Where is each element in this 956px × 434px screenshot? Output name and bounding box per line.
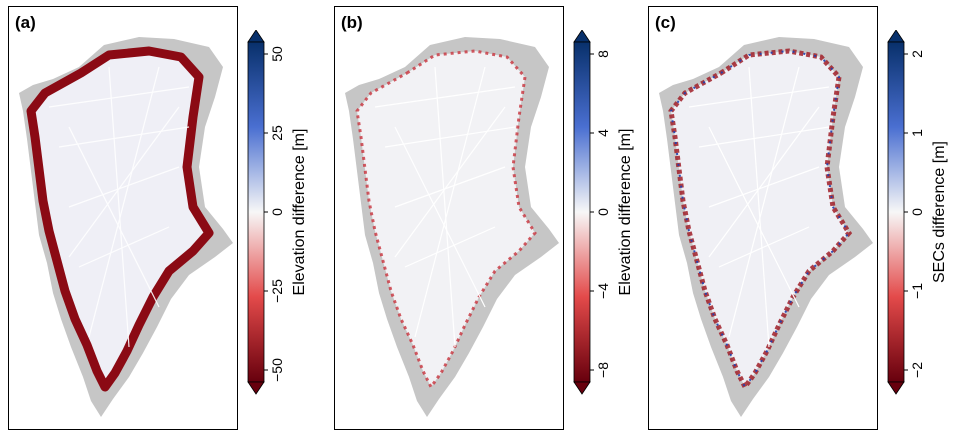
colorbar-title: SECs difference [m] [931, 141, 948, 283]
colorbar-tick-label: −1 [909, 283, 925, 299]
margin-mixed-c [668, 48, 853, 392]
colorbar-svg-b: 8 4 0 −4 −8 Elevation difference [m] [573, 29, 634, 395]
greenland-map-b [345, 37, 559, 417]
map-panel-b: (b) [334, 6, 564, 430]
colorbar-min-arrow [573, 381, 591, 395]
colorbar-tick-label: −25 [269, 279, 285, 303]
panel-label: (a) [15, 13, 36, 32]
colorbar-max-arrow [573, 29, 591, 43]
colorbar-max-arrow [887, 29, 905, 43]
colorbar-min-arrow [887, 381, 905, 395]
colorbar-tick-label: 1 [909, 129, 925, 137]
colorbar-tick-label: 0 [909, 208, 925, 216]
flight-tracks-c [688, 66, 830, 348]
colorbar-min-arrow [247, 381, 265, 395]
flight-tracks-a [48, 66, 190, 348]
colorbar-tick-label: 0 [595, 208, 611, 216]
margin-negative-b [355, 49, 537, 390]
colorbar-title: Elevation difference [m] [617, 129, 634, 296]
panel-label: (c) [655, 13, 676, 32]
greenland-map-c [659, 37, 873, 417]
colorbar-a: 50 25 0 −25 −50 Elevation difference [m] [244, 29, 314, 425]
colorbar-c: 2 1 0 −1 −2 SECs difference [m] [884, 29, 954, 425]
colorbar-ticks [904, 53, 908, 371]
colorbar-b: 8 4 0 −4 −8 Elevation difference [m] [570, 29, 640, 425]
colorbar-gradient [247, 41, 265, 383]
colorbar-title: Elevation difference [m] [291, 129, 308, 296]
colorbar-tick-label: 4 [595, 129, 611, 137]
margin-negative-a [26, 46, 214, 392]
colorbar-tick-label: −4 [595, 283, 611, 299]
colorbar-svg-a: 50 25 0 −25 −50 Elevation difference [m] [247, 29, 308, 395]
colorbar-max-arrow [247, 29, 265, 43]
map-panel-a: (a) [8, 6, 238, 430]
colorbar-ticks [264, 53, 268, 371]
colorbar-ticks [590, 53, 594, 371]
colorbar-tick-label: −2 [909, 362, 925, 378]
colorbar-tick-label: 2 [909, 50, 925, 58]
colorbar-tick-label: −8 [595, 362, 611, 378]
colorbar-gradient [887, 41, 905, 383]
colorbar-tick-label: 0 [269, 208, 285, 216]
greenland-map-a [19, 37, 233, 417]
map-panel-c: (c) [648, 6, 878, 430]
colorbar-svg-c: 2 1 0 −1 −2 SECs difference [m] [887, 29, 948, 395]
colorbar-tick-label: 8 [595, 50, 611, 58]
colorbar-gradient [573, 41, 591, 383]
colorbar-tick-label: 25 [269, 125, 285, 141]
panel-label: (b) [341, 13, 363, 32]
colorbar-tick-label: 50 [269, 46, 285, 62]
colorbar-tick-label: −50 [269, 358, 285, 382]
flight-tracks-b [374, 66, 516, 348]
